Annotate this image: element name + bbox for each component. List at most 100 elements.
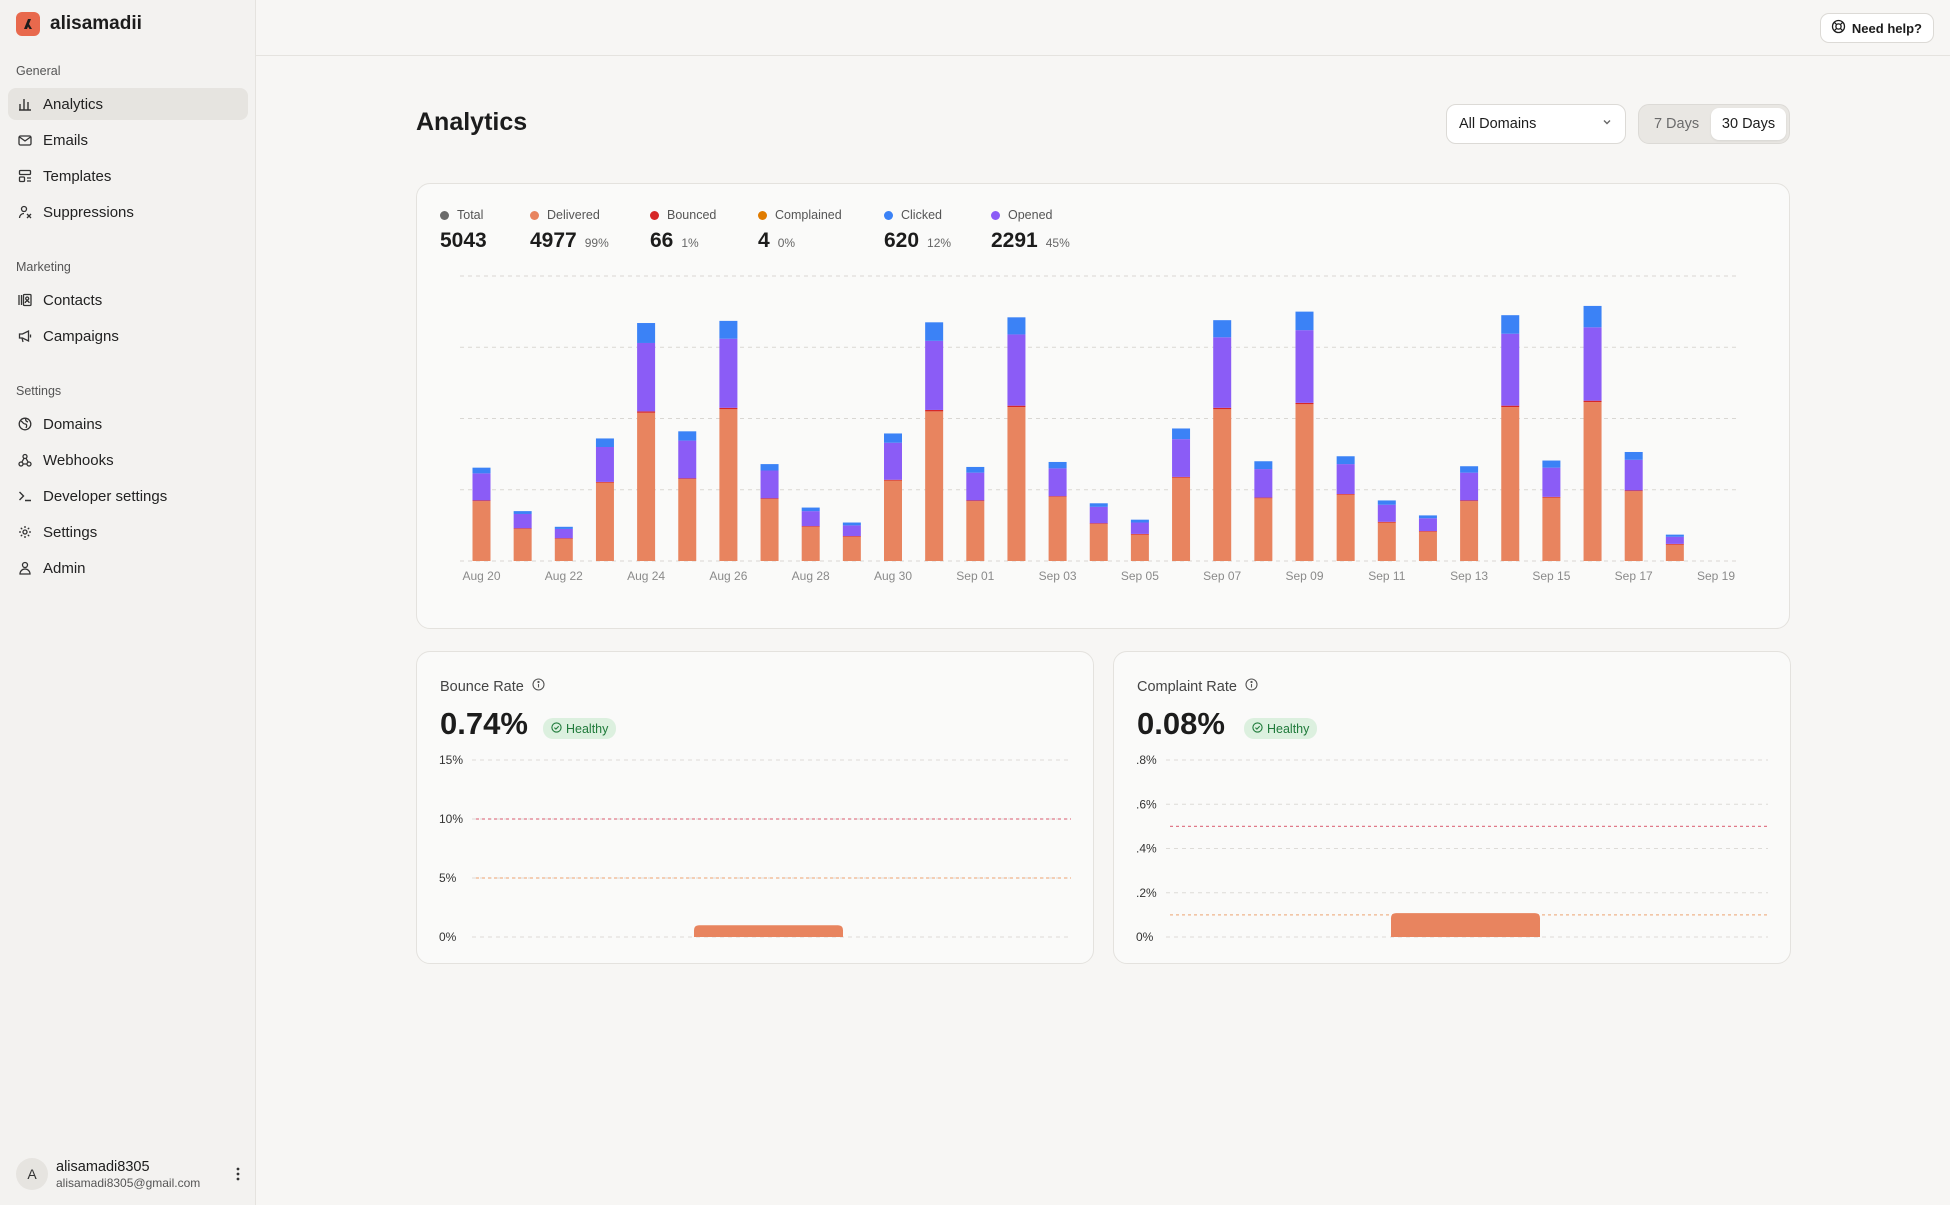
bar-bounced[interactable] [1048, 496, 1067, 497]
bar-bounced[interactable] [966, 500, 985, 502]
bar-delivered[interactable] [1336, 494, 1355, 561]
bar-delivered[interactable] [1213, 409, 1232, 561]
bar-opened[interactable] [1048, 468, 1067, 497]
bar-opened[interactable] [1583, 327, 1602, 401]
bar-clicked[interactable] [1665, 534, 1684, 537]
bar-bounced[interactable] [1213, 407, 1232, 410]
bar-delivered[interactable] [760, 499, 779, 561]
bar-clicked[interactable] [1089, 503, 1108, 507]
bar-bounced[interactable] [1418, 531, 1437, 532]
bar-delivered[interactable] [637, 412, 656, 561]
bar-bounced[interactable] [637, 411, 656, 413]
range-30-days-button[interactable]: 30 Days [1711, 108, 1786, 140]
bar-opened[interactable] [760, 470, 779, 499]
bar-delivered[interactable] [966, 501, 985, 561]
bar-bounced[interactable] [472, 500, 491, 502]
bar-clicked[interactable] [1542, 460, 1561, 468]
bar-clicked[interactable] [1624, 451, 1643, 460]
bar-clicked[interactable] [1583, 305, 1602, 328]
bar-opened[interactable] [472, 473, 491, 501]
bar-delivered[interactable] [719, 409, 738, 561]
bar-opened[interactable] [1130, 522, 1149, 534]
bar-clicked[interactable] [1336, 456, 1355, 465]
bar-opened[interactable] [554, 528, 573, 539]
sidebar-item-contacts[interactable]: Contacts [8, 284, 248, 316]
bar-delivered[interactable] [1542, 497, 1561, 561]
user-account[interactable]: A alisamadi8305 alisamadi8305@gmail.com [16, 1156, 246, 1192]
bar-bounced[interactable] [1501, 405, 1520, 408]
bar-delivered[interactable] [678, 479, 697, 561]
bar-delivered[interactable] [1295, 404, 1314, 561]
bar-bounced[interactable] [1583, 400, 1602, 403]
bar-bounced[interactable] [884, 479, 902, 481]
bar-bounced[interactable] [1665, 543, 1684, 545]
bar-delivered[interactable] [1130, 534, 1149, 561]
bar-clicked[interactable] [1213, 320, 1232, 338]
info-icon[interactable] [1245, 678, 1258, 695]
bar-opened[interactable] [1377, 504, 1396, 522]
bar-delivered[interactable] [1624, 491, 1643, 561]
bar-opened[interactable] [1624, 459, 1643, 491]
bar-bounced[interactable] [801, 526, 820, 527]
bar-opened[interactable] [801, 511, 820, 527]
bar-delivered[interactable] [801, 526, 820, 561]
bar-opened[interactable] [1172, 439, 1191, 477]
bar-delivered[interactable] [1172, 477, 1191, 561]
domain-select[interactable]: All Domains [1446, 104, 1626, 144]
bar-delivered[interactable] [925, 411, 944, 561]
bar-bounced[interactable] [1089, 523, 1108, 524]
info-icon[interactable] [532, 678, 545, 695]
bar-clicked[interactable] [1254, 461, 1273, 470]
bar-bounced[interactable] [595, 481, 614, 483]
bar-bounced[interactable] [1254, 497, 1273, 499]
bar-bounced[interactable] [719, 407, 738, 410]
bar-bounced[interactable] [842, 536, 861, 537]
sidebar-item-templates[interactable]: Templates [8, 160, 248, 192]
bar-delivered[interactable] [1007, 407, 1026, 561]
bar-delivered[interactable] [1501, 407, 1520, 561]
bar-clicked[interactable] [842, 522, 861, 526]
bar-delivered[interactable] [884, 480, 902, 561]
bar-opened[interactable] [1007, 334, 1026, 406]
sidebar-item-campaigns[interactable]: Campaigns [8, 320, 248, 352]
bar-opened[interactable] [1418, 518, 1437, 532]
bar-clicked[interactable] [472, 467, 491, 474]
bar-clicked[interactable] [554, 526, 573, 529]
bar-opened[interactable] [595, 447, 614, 482]
bar-opened[interactable] [884, 442, 902, 480]
bar-clicked[interactable] [884, 433, 902, 443]
bar-clicked[interactable] [678, 431, 697, 441]
bar-clicked[interactable] [1007, 317, 1026, 335]
sidebar-item-domains[interactable]: Domains [8, 408, 248, 440]
bar-bounced[interactable] [554, 538, 573, 539]
more-vertical-icon[interactable] [230, 1164, 246, 1184]
bar-delivered[interactable] [842, 536, 861, 561]
bar-clicked[interactable] [595, 438, 614, 447]
bar-opened[interactable] [1501, 333, 1520, 406]
bar-opened[interactable] [719, 338, 738, 408]
bar-opened[interactable] [513, 513, 532, 529]
bar-clicked[interactable] [1460, 466, 1479, 473]
bar-clicked[interactable] [719, 320, 738, 339]
bar-bounced[interactable] [1624, 490, 1643, 492]
bar-opened[interactable] [637, 342, 656, 412]
bar-clicked[interactable] [801, 507, 820, 512]
bar-opened[interactable] [1460, 472, 1479, 501]
sidebar-item-emails[interactable]: Emails [8, 124, 248, 156]
brand[interactable]: alisamadii [16, 12, 142, 36]
bar-bounced[interactable] [1130, 533, 1149, 535]
bar-opened[interactable] [1295, 330, 1314, 403]
rate-bar[interactable] [694, 925, 843, 937]
bar-clicked[interactable] [637, 323, 656, 343]
bar-bounced[interactable] [513, 528, 532, 529]
bar-delivered[interactable] [513, 528, 532, 561]
bar-opened[interactable] [1336, 464, 1355, 495]
bar-clicked[interactable] [513, 511, 532, 514]
bar-opened[interactable] [1665, 536, 1684, 544]
bar-bounced[interactable] [925, 409, 944, 412]
bar-clicked[interactable] [1130, 519, 1149, 523]
sidebar-item-developer-settings[interactable]: Developer settings [8, 480, 248, 512]
bar-clicked[interactable] [760, 464, 779, 471]
bar-delivered[interactable] [1377, 522, 1396, 561]
sidebar-item-suppressions[interactable]: Suppressions [8, 196, 248, 228]
